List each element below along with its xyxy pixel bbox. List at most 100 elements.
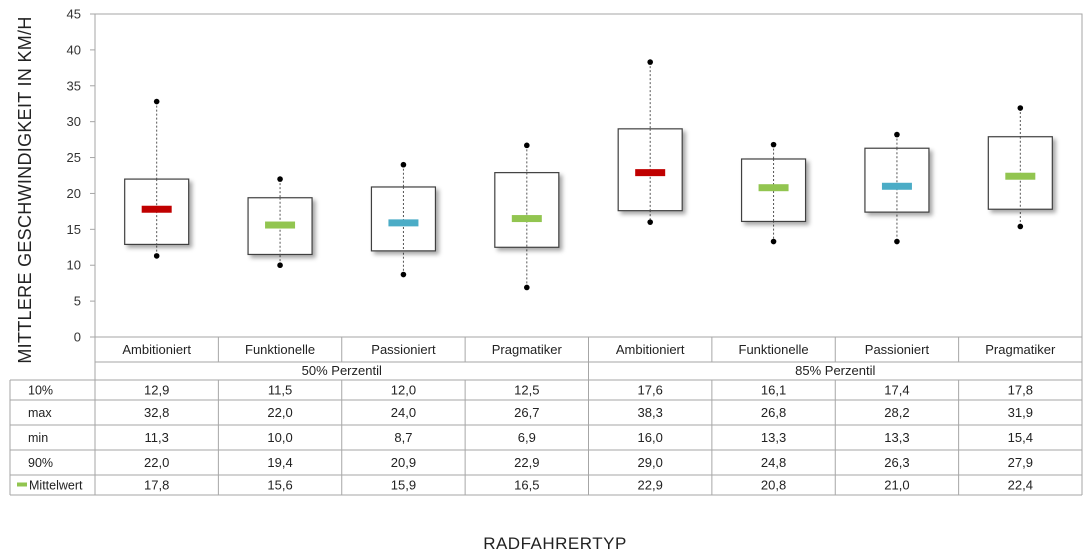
row-label: max (28, 406, 52, 420)
table-cell: 15,9 (391, 478, 416, 493)
table-cell: 6,9 (518, 430, 536, 445)
table-cell: 38,3 (638, 405, 663, 420)
table-cell: 24,0 (391, 405, 416, 420)
row-label: Mittelwert (29, 479, 83, 493)
table-cell: 15,4 (1008, 430, 1033, 445)
mean-marker (388, 219, 419, 227)
plot-area (94, 13, 1083, 338)
min-point (894, 238, 900, 245)
legend-swatch (17, 482, 27, 487)
table-cell: 12,0 (391, 383, 416, 398)
table-cell: 28,2 (884, 405, 909, 420)
box-8 (987, 105, 1053, 230)
table-cell: 22,9 (638, 478, 663, 493)
y-tick-label: 10 (67, 258, 81, 273)
table-cell: 29,0 (638, 455, 663, 470)
max-point (277, 176, 283, 182)
table-cell: 13,3 (761, 430, 786, 445)
table-cell: 11,5 (268, 383, 292, 398)
table-cell: 16,5 (514, 478, 539, 493)
min-point (277, 262, 283, 269)
mean-marker (265, 221, 296, 229)
table-cell: 20,8 (761, 478, 786, 493)
category-label: Ambitioniert (616, 342, 685, 357)
x-axis-title: RADFAHRERTYP (483, 534, 627, 553)
box-5 (617, 59, 683, 225)
max-point (647, 59, 653, 65)
y-tick-label: 25 (67, 150, 81, 165)
mean-marker (881, 182, 912, 190)
category-label: Ambitioniert (122, 342, 191, 357)
table-cell: 26,3 (884, 455, 909, 470)
table-cell: 31,9 (1008, 405, 1033, 420)
table-cell: 27,9 (1008, 455, 1033, 470)
min-point (1017, 223, 1024, 230)
mean-marker (511, 215, 542, 223)
table-cell: 22,0 (144, 455, 169, 470)
y-tick-label: 30 (67, 114, 81, 129)
y-tick-label: 45 (67, 7, 81, 22)
table-cell: 26,8 (761, 405, 786, 420)
table-cell: 24,8 (761, 455, 786, 470)
table-cell: 12,5 (514, 383, 539, 398)
category-label: Funktionelle (245, 342, 315, 357)
mean-marker (758, 184, 789, 192)
max-point (400, 161, 407, 168)
mean-marker (141, 205, 172, 213)
table-cell: 22,4 (1008, 478, 1033, 493)
y-axis: 0 5 10 15 20 25 30 35 40 45 (67, 7, 95, 345)
mean-marker (1005, 172, 1036, 180)
mean-marker (635, 169, 666, 177)
table-cell: 22,0 (267, 405, 292, 420)
min-point (770, 238, 777, 245)
table-cell: 26,7 (514, 405, 539, 420)
max-point (153, 98, 160, 105)
min-point (400, 271, 407, 278)
group-label: 85% Perzentil (795, 363, 875, 378)
table-cell: 17,6 (638, 383, 663, 398)
y-axis-title: MITTLERE GESCHWINDIGKEIT IN KM/H (15, 16, 35, 363)
box-series (124, 59, 1053, 291)
table-cell: 21,0 (884, 478, 909, 493)
min-point (647, 219, 653, 225)
category-label: Funktionelle (739, 342, 809, 357)
table-cell: 8,7 (394, 430, 412, 445)
table-cell: 19,4 (267, 455, 292, 470)
table-cell: 32,8 (144, 405, 169, 420)
table-cell: 16,1 (761, 383, 786, 398)
row-label: 90% (28, 456, 53, 470)
box-2 (247, 176, 313, 269)
group-label: 50% Perzentil (302, 363, 382, 378)
table-cell: 20,9 (391, 455, 416, 470)
y-tick-label: 0 (74, 330, 81, 345)
min-point (524, 284, 530, 291)
max-point (524, 142, 530, 149)
row-label: 10% (28, 384, 53, 398)
box-3 (370, 161, 437, 278)
table-cell: 16,0 (638, 430, 663, 445)
y-tick-label: 15 (67, 222, 81, 237)
category-label: Pragmatiker (985, 342, 1056, 357)
y-tick-label: 20 (67, 186, 81, 201)
table-cell: 12,9 (144, 383, 169, 398)
table-cell: 22,9 (514, 455, 539, 470)
y-tick-label: 40 (67, 42, 81, 57)
table-cell: 13,3 (884, 430, 909, 445)
max-point (894, 131, 900, 138)
category-label: Pragmatiker (492, 342, 563, 357)
y-tick-label: 35 (67, 78, 81, 93)
row-label: min (28, 431, 48, 445)
table-cell: 17,8 (1008, 383, 1033, 398)
plot-border (94, 13, 1083, 338)
box-1 (124, 98, 190, 259)
table-cell: 11,3 (145, 430, 169, 445)
category-label: Passioniert (371, 342, 436, 357)
table-cell: 17,8 (144, 478, 169, 493)
min-point (153, 253, 160, 259)
box-4 (494, 142, 560, 291)
table-cell: 17,4 (884, 383, 909, 398)
table-cell: 10,0 (267, 430, 292, 445)
box-7 (864, 131, 930, 245)
box-6 (740, 141, 807, 245)
